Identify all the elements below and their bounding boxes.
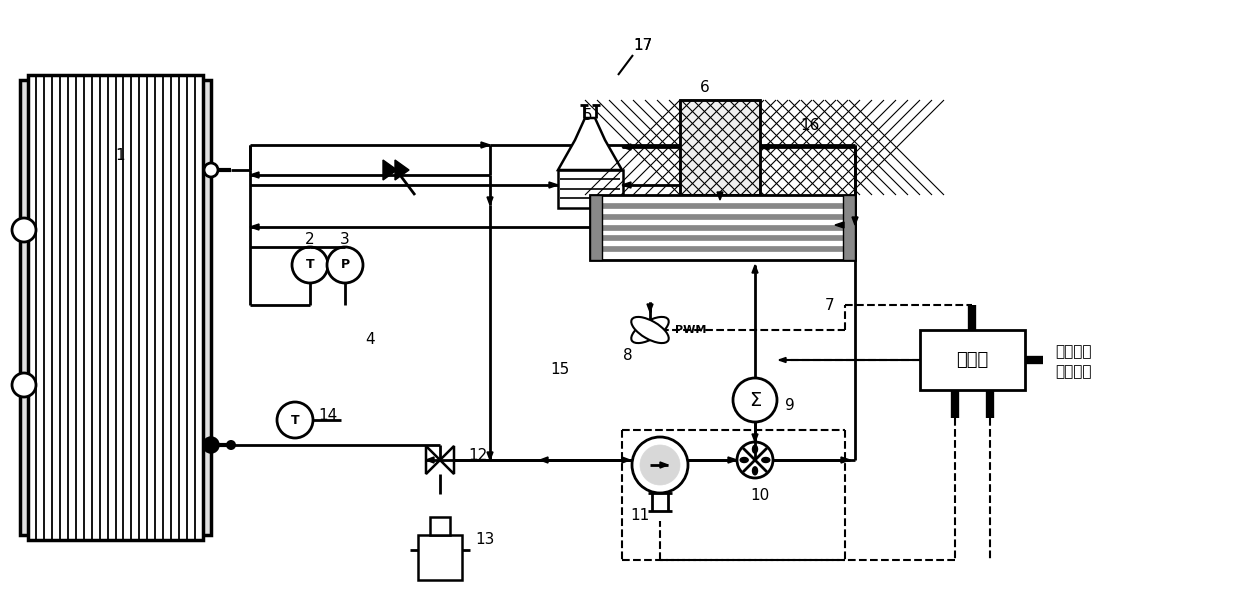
Text: 3: 3: [340, 233, 350, 247]
Polygon shape: [558, 118, 622, 170]
Polygon shape: [751, 434, 758, 442]
Ellipse shape: [753, 467, 758, 475]
Polygon shape: [660, 462, 668, 468]
Bar: [430, 517, 450, 535]
Text: 7: 7: [825, 298, 835, 312]
Polygon shape: [622, 182, 631, 188]
Text: T: T: [290, 414, 299, 426]
Polygon shape: [487, 197, 494, 205]
Circle shape: [632, 437, 688, 493]
Bar: [593, 235, 852, 240]
Text: T: T: [306, 258, 314, 271]
Text: 14: 14: [319, 408, 337, 422]
Polygon shape: [383, 160, 397, 180]
Text: 13: 13: [475, 533, 495, 547]
Polygon shape: [487, 452, 494, 460]
Circle shape: [205, 438, 218, 452]
Polygon shape: [549, 182, 558, 188]
Text: 温度信号: 温度信号: [1055, 345, 1091, 359]
Circle shape: [12, 373, 36, 397]
Polygon shape: [717, 192, 723, 200]
Text: PWM: PWM: [675, 325, 707, 335]
Polygon shape: [647, 304, 653, 312]
Circle shape: [640, 445, 680, 485]
Circle shape: [205, 163, 218, 177]
Ellipse shape: [740, 458, 748, 463]
Bar: [680, 100, 760, 195]
Circle shape: [647, 327, 653, 333]
Text: 11: 11: [630, 508, 650, 522]
Text: 控制器: 控制器: [956, 351, 988, 369]
Polygon shape: [250, 172, 259, 178]
Polygon shape: [622, 457, 630, 463]
Bar: [590, 195, 856, 260]
Circle shape: [12, 218, 36, 242]
Polygon shape: [751, 265, 758, 273]
Bar: [593, 246, 852, 251]
Ellipse shape: [631, 317, 668, 343]
Text: 6: 6: [701, 81, 709, 95]
Bar: [418, 535, 463, 580]
Bar: [590, 195, 601, 260]
Polygon shape: [539, 457, 548, 463]
Polygon shape: [440, 446, 454, 474]
Text: 17: 17: [634, 37, 652, 53]
Bar: [920, 330, 1025, 390]
Polygon shape: [396, 160, 409, 180]
Text: 4: 4: [366, 332, 374, 348]
Circle shape: [327, 247, 363, 283]
Bar: [20, 80, 30, 535]
Polygon shape: [852, 217, 858, 225]
Ellipse shape: [753, 445, 758, 453]
Bar: [593, 214, 852, 219]
Polygon shape: [427, 446, 440, 474]
Polygon shape: [779, 357, 786, 362]
Polygon shape: [622, 144, 631, 150]
Polygon shape: [728, 457, 737, 463]
Bar: [593, 224, 852, 230]
Text: 15: 15: [551, 362, 569, 378]
Bar: [680, 100, 760, 195]
Bar: [593, 203, 852, 208]
Text: 8: 8: [624, 348, 632, 362]
Bar: [201, 80, 211, 535]
Text: 17: 17: [634, 37, 652, 53]
Circle shape: [733, 378, 777, 422]
Bar: [843, 195, 856, 260]
Text: 1: 1: [115, 147, 125, 163]
Text: 10: 10: [750, 488, 770, 502]
Bar: [558, 170, 622, 208]
Polygon shape: [835, 222, 844, 228]
Polygon shape: [427, 457, 434, 463]
Polygon shape: [841, 457, 849, 463]
Circle shape: [277, 402, 312, 438]
Text: 2: 2: [305, 233, 315, 247]
Circle shape: [291, 247, 329, 283]
Polygon shape: [250, 224, 259, 230]
Bar: [29, 75, 203, 540]
Text: 压力信号: 压力信号: [1055, 365, 1091, 379]
Ellipse shape: [761, 458, 770, 463]
Text: 12: 12: [469, 447, 487, 463]
Text: Σ: Σ: [749, 390, 761, 409]
Polygon shape: [481, 142, 490, 148]
Ellipse shape: [631, 317, 668, 343]
Circle shape: [737, 442, 773, 478]
Text: P: P: [341, 258, 350, 271]
Text: 5: 5: [583, 108, 593, 122]
Text: 16: 16: [800, 117, 820, 133]
Text: 9: 9: [785, 398, 795, 412]
Polygon shape: [760, 144, 769, 150]
Circle shape: [226, 440, 236, 450]
